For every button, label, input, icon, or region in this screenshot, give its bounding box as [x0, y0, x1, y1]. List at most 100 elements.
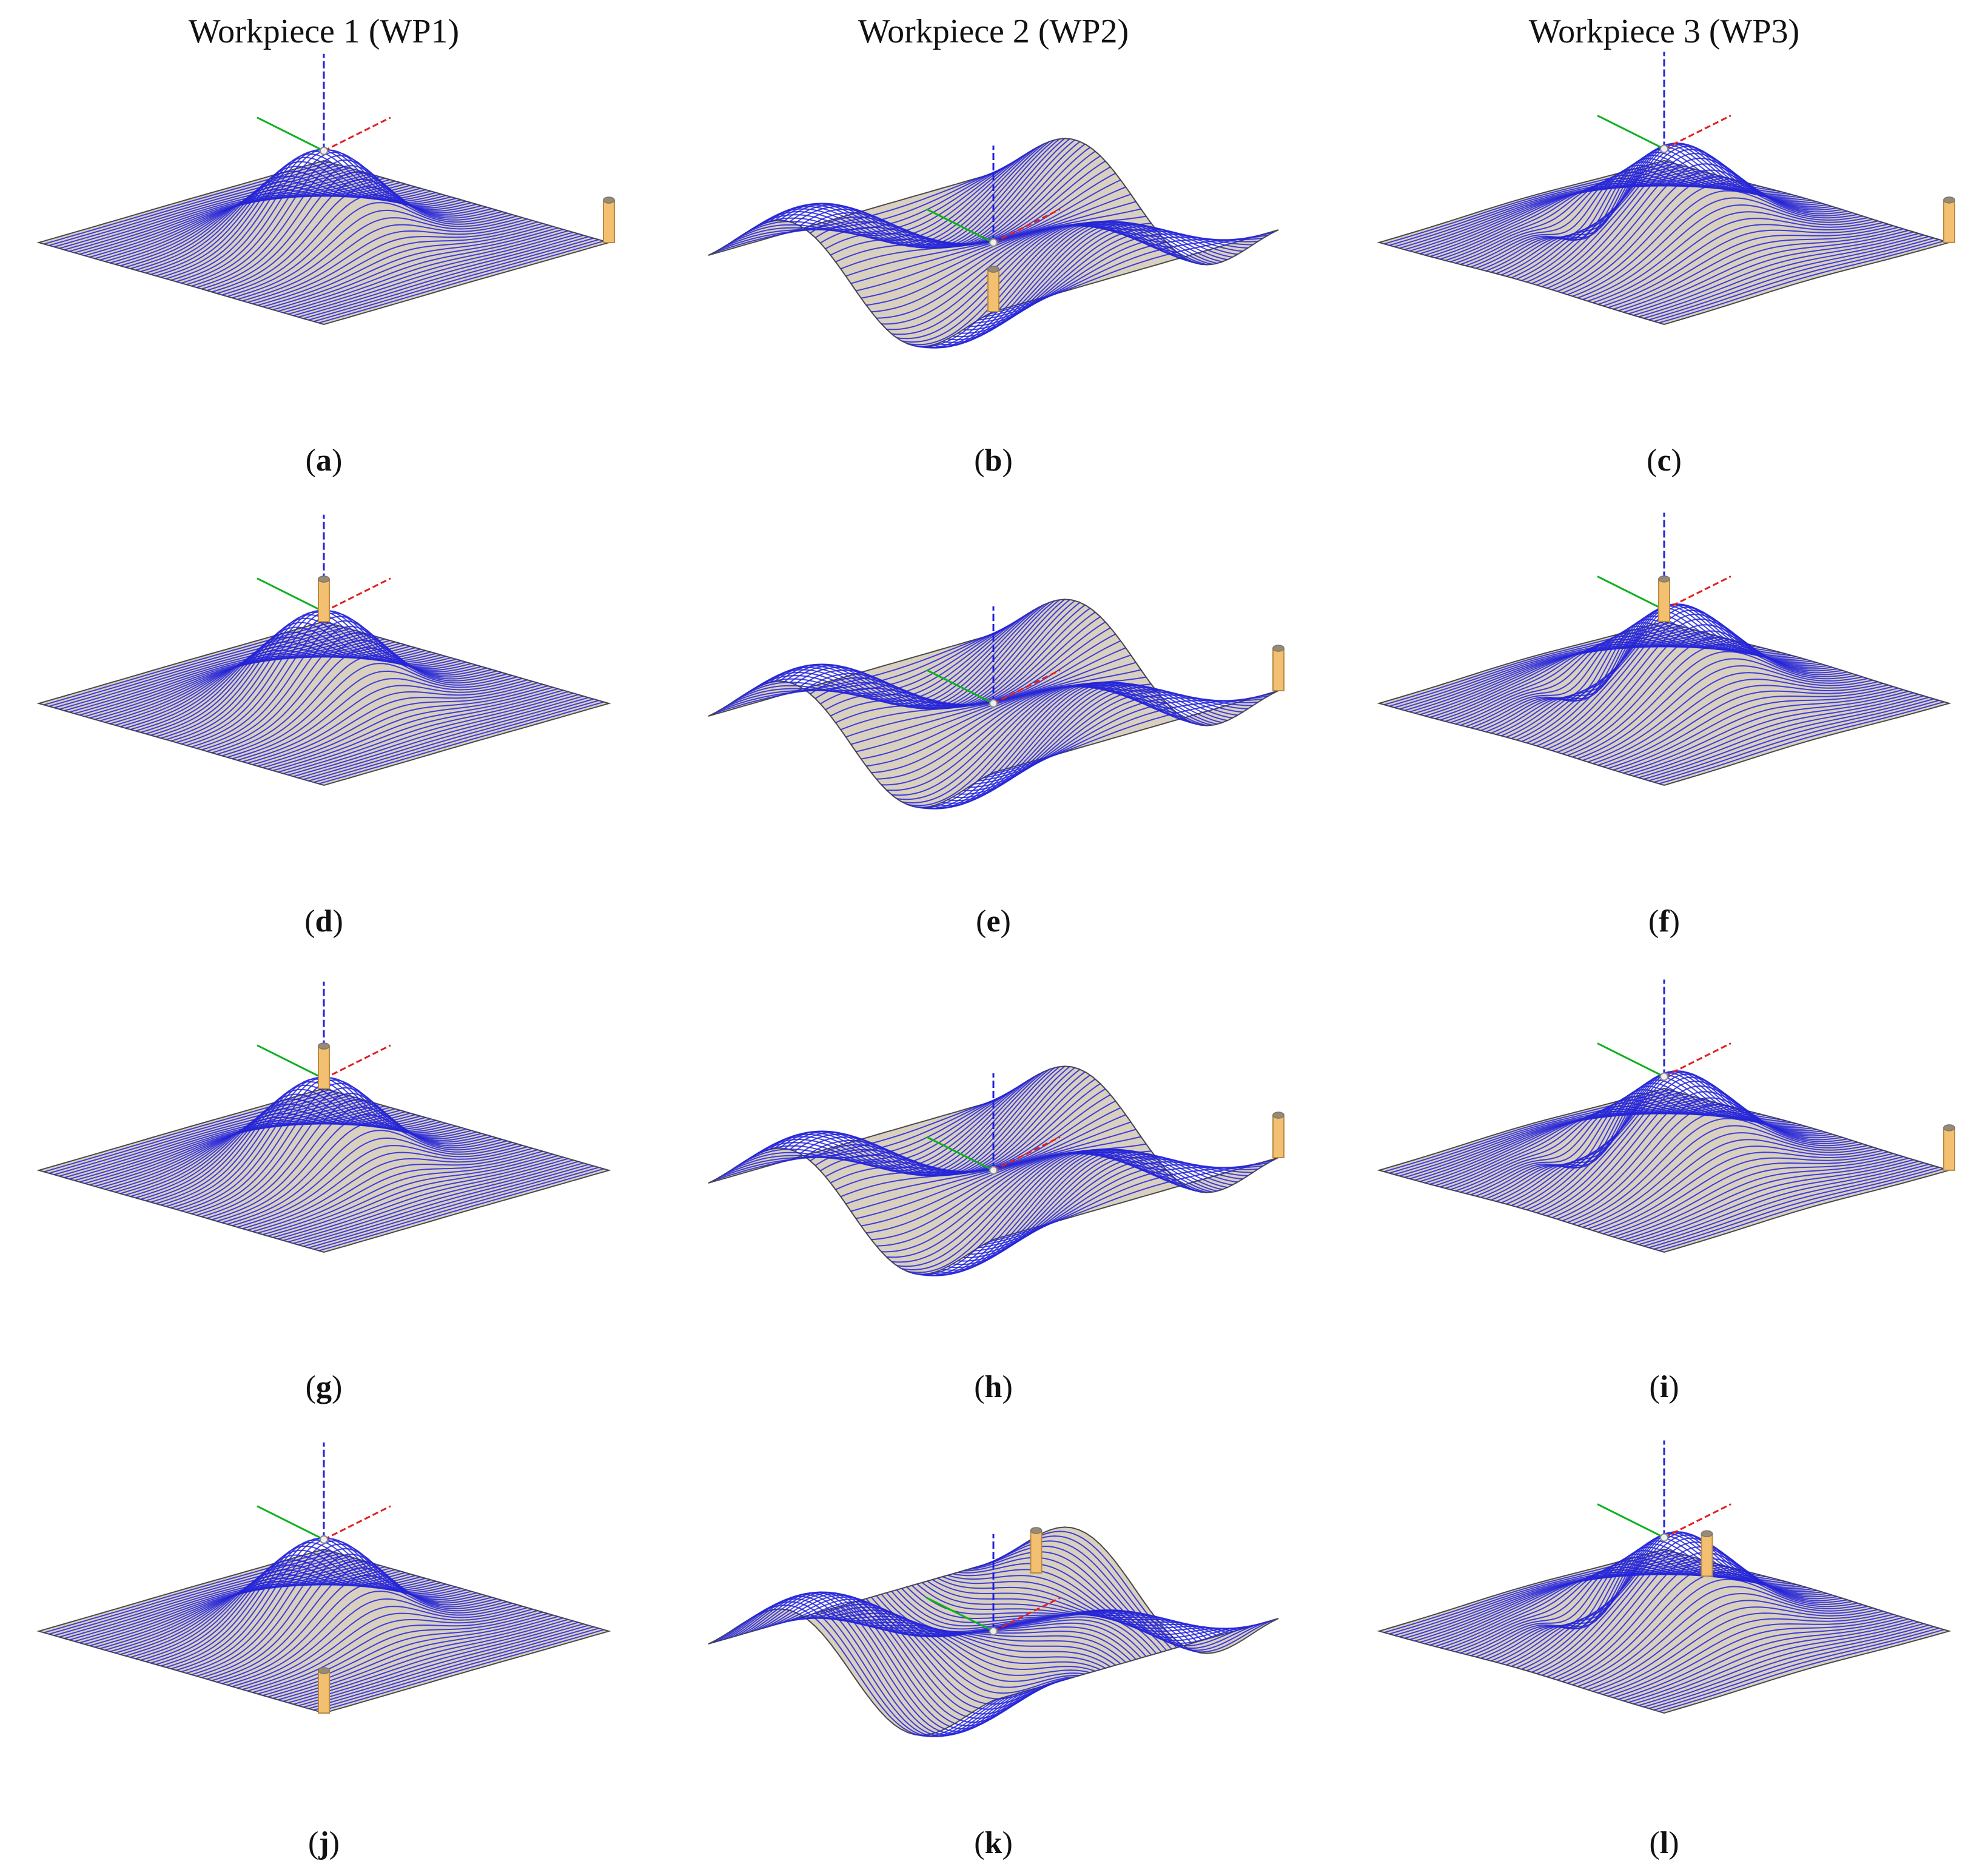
toolpath-line [283, 230, 569, 314]
toolpath-line [298, 1162, 584, 1246]
toolpath-line [1653, 1167, 1939, 1250]
toolpath-line [1613, 1154, 1899, 1238]
origin-l [1660, 1533, 1668, 1542]
toolpath-line [206, 1099, 492, 1219]
toolpath-line [217, 1114, 503, 1222]
toolpath-line [947, 1574, 1233, 1632]
toolpath-line [1485, 154, 1771, 272]
panel-caption-j: (j) [308, 1826, 340, 1860]
toolpath-line [901, 1150, 1187, 1271]
toolpath-line [896, 1150, 1182, 1267]
toolpath-line [263, 224, 548, 307]
toolpath-line [1577, 1586, 1863, 1688]
toolpath-k [713, 1531, 1274, 1737]
toolpath-line [1613, 226, 1899, 310]
toolpath-line [49, 1090, 335, 1174]
toolpath-line [79, 632, 365, 716]
toolpath-line [820, 1611, 1106, 1669]
toolpath-line [1552, 163, 1838, 290]
toolpath-line [1557, 169, 1842, 292]
toolpath-line [242, 679, 528, 763]
toolpath-line [267, 686, 553, 770]
surface-c [1377, 159, 1952, 325]
toolpath-line [845, 193, 1131, 277]
toolpath-line [217, 186, 503, 294]
toolpath-line [840, 186, 1126, 270]
toolpath-line [1659, 1168, 1944, 1252]
toolpath-line [1618, 689, 1904, 773]
toolpath-line [733, 1594, 1019, 1736]
toolpath-line [1409, 629, 1695, 713]
toolpath-line [932, 221, 1218, 347]
toolpath-line [789, 600, 1075, 709]
toolpath-line [115, 643, 401, 726]
toolpath-line [318, 1168, 604, 1252]
toolpath-line [784, 138, 1070, 249]
toolpath-line [912, 682, 1197, 808]
toolpath-line [1476, 622, 1761, 730]
cutting-tool-e [1272, 645, 1284, 691]
toolpath-line [212, 178, 497, 293]
toolpath-line [53, 1092, 340, 1176]
axis-x-k [993, 1597, 1061, 1632]
toolpath-line [1648, 698, 1935, 782]
toolpath-line [272, 1155, 559, 1238]
axis-y-g [257, 1044, 324, 1080]
toolpath-line [1613, 687, 1899, 771]
toolpath-line [718, 1601, 1004, 1737]
toolpath-line [263, 685, 548, 768]
toolpath-line [196, 159, 482, 289]
toolpath-line [217, 647, 503, 755]
toolpath-line [64, 167, 350, 250]
toolpath-line [1638, 234, 1924, 318]
toolpath-line [308, 237, 594, 321]
toolpath-line [110, 641, 395, 725]
panel-caption-a: (a) [305, 443, 343, 478]
toolpath-line [973, 1545, 1258, 1647]
toolpath-line [1409, 168, 1695, 252]
toolpath-line [794, 602, 1081, 709]
toolpath-line [110, 180, 395, 264]
surface-panel-g [36, 981, 611, 1253]
panel-caption-c: (c) [1647, 443, 1682, 478]
toolpath-line [906, 1586, 1193, 1644]
toolpath-line [237, 216, 523, 300]
toolpath-line [288, 1159, 574, 1243]
axis-y-h [926, 1136, 994, 1172]
toolpath-line [247, 1608, 533, 1692]
column-title-wp1: Workpiece 1 (WP1) [188, 13, 460, 50]
surface-panel-b [708, 138, 1279, 349]
toolpath-line [1496, 609, 1782, 736]
toolpath-line [1577, 658, 1863, 760]
toolpath-line [201, 165, 487, 290]
toolpath-line [892, 1151, 1177, 1263]
cutting-tool-g [318, 1042, 330, 1089]
toolpath-line [1628, 1620, 1914, 1703]
panel-caption-d: (d) [304, 904, 343, 939]
toolpath-line [738, 1592, 1024, 1734]
toolpath-line [191, 1082, 477, 1215]
toolpath-line [784, 1066, 1070, 1176]
toolpath-line [1572, 1118, 1858, 1225]
toolpath-line [1480, 1085, 1767, 1198]
toolpath-line [237, 1605, 523, 1689]
toolpath-line [1562, 1104, 1848, 1222]
toolpath-line [206, 171, 492, 292]
toolpath-line [1633, 233, 1919, 316]
toolpath-line [896, 1589, 1183, 1647]
toolpath-a [44, 149, 604, 324]
toolpath-line [1562, 176, 1848, 294]
toolpath-line [983, 1162, 1269, 1246]
toolpath-line [1659, 701, 1944, 785]
toolpath-g [44, 1076, 604, 1252]
toolpath-line [789, 1067, 1075, 1176]
toolpath-line [1653, 700, 1939, 783]
toolpath-line [318, 1629, 604, 1712]
toolpath-line [191, 1543, 477, 1675]
toolpath-line [733, 158, 1019, 241]
surface-a [36, 159, 611, 326]
toolpath-line [283, 1158, 569, 1241]
toolpath-line [978, 237, 1263, 321]
panel-caption-i: (i) [1649, 1370, 1679, 1404]
toolpath-line [237, 677, 523, 761]
